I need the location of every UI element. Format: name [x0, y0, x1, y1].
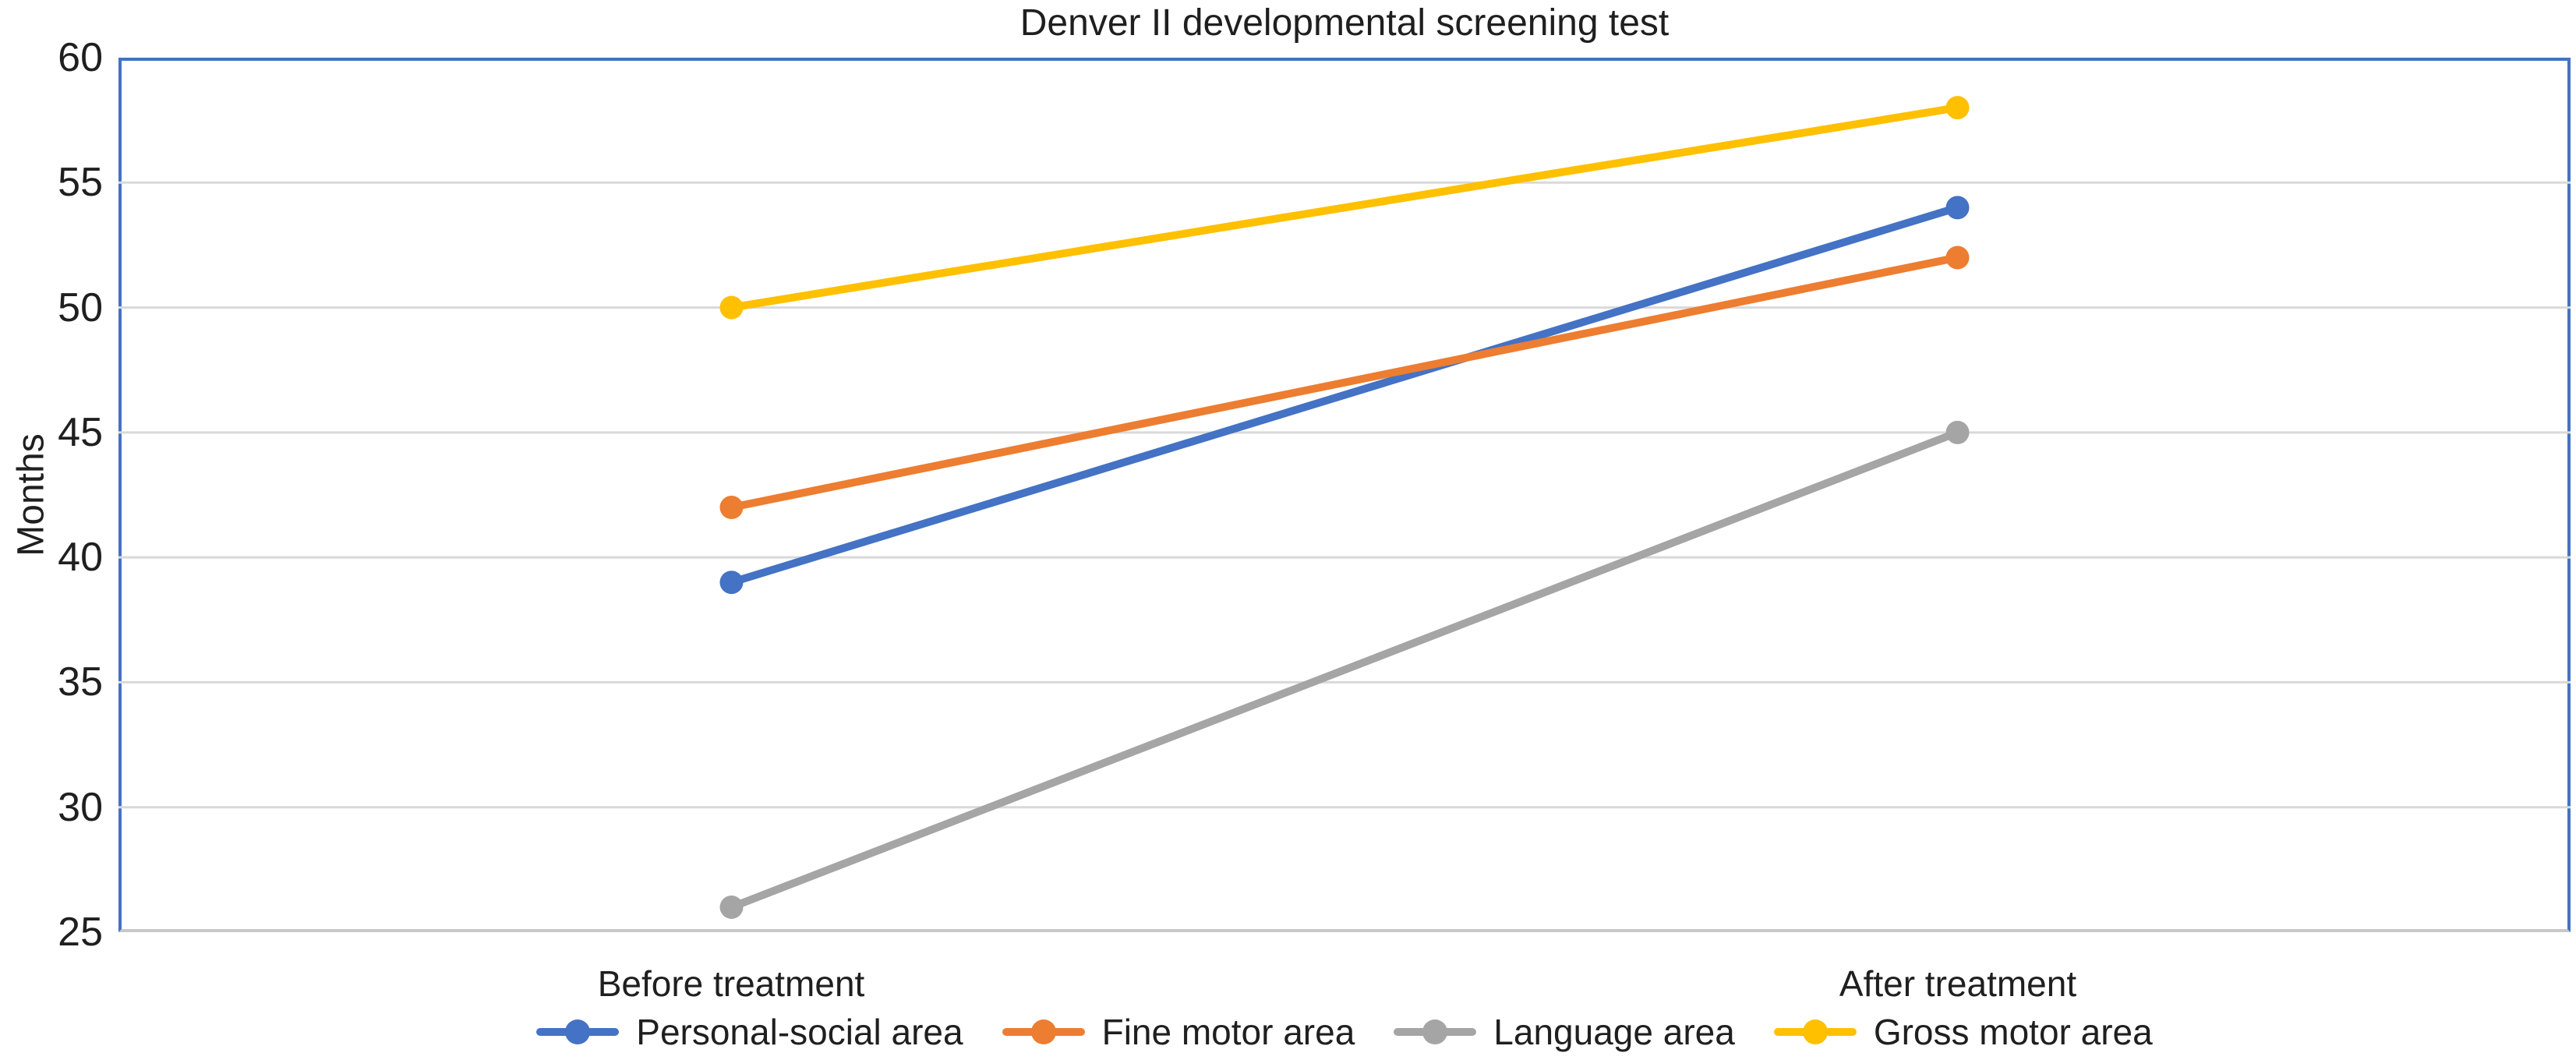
data-point-fine-motor-area-1	[1945, 246, 1970, 270]
data-point-language-area-0	[719, 895, 744, 919]
legend-marker-icon-fine-motor-area	[1002, 1019, 1085, 1044]
data-point-personal-social-area-1	[1945, 196, 1970, 220]
legend-marker-dot	[565, 1019, 591, 1044]
series-line-gross-motor-area	[727, 104, 1962, 312]
data-point-personal-social-area-0	[719, 571, 744, 595]
plot-area	[118, 58, 2571, 932]
legend-marker-icon-gross-motor-area	[1773, 1019, 1857, 1044]
legend-marker-icon-personal-social-area	[536, 1019, 620, 1044]
legend-marker-dot	[1030, 1019, 1056, 1044]
series-line-fine-motor-area	[727, 253, 1962, 512]
legend-label-gross-motor-area: Gross motor area	[1873, 1012, 2153, 1052]
data-point-gross-motor-area-1	[1945, 96, 1970, 120]
data-point-gross-motor-area-0	[719, 295, 744, 320]
legend-label-personal-social-area: Personal-social area	[636, 1012, 963, 1052]
data-point-language-area-1	[1945, 420, 1970, 444]
legend-marker-dot	[1802, 1019, 1828, 1044]
legend-label-fine-motor-area: Fine motor area	[1101, 1012, 1355, 1052]
legend-item-personal-social-area: Personal-social area	[536, 1014, 963, 1050]
series-line-language-area	[727, 428, 1962, 911]
legend-item-language-area: Language area	[1394, 1014, 1735, 1050]
y-tick-label-40: 40	[58, 535, 103, 581]
x-tick-label-before-treatment: Before treatment	[597, 963, 865, 1004]
legend-label-language-area: Language area	[1493, 1012, 1735, 1052]
y-tick-label-30: 30	[58, 784, 103, 830]
legend-marker-dot	[1422, 1019, 1448, 1044]
y-tick-label-35: 35	[58, 659, 103, 705]
series-plot	[118, 96, 2571, 919]
data-point-fine-motor-area-0	[719, 496, 744, 520]
chart-title: Denver II developmental screening test	[1019, 2, 1670, 44]
y-tick-label-25: 25	[58, 910, 103, 955]
legend-item-fine-motor-area: Fine motor area	[1002, 1014, 1355, 1050]
y-tick-label-50: 50	[58, 284, 103, 330]
x-tick-label-after-treatment: After treatment	[1839, 963, 2077, 1004]
legend: Personal-social area Fine motor area Langu…	[118, 1007, 2571, 1057]
y-tick-label-60: 60	[58, 35, 103, 80]
series-line-personal-social-area	[727, 203, 1962, 587]
legend-marker-icon-language-area	[1394, 1019, 1477, 1044]
y-tick-label-55: 55	[58, 160, 103, 206]
y-tick-label-45: 45	[58, 409, 103, 455]
legend-item-gross-motor-area: Gross motor area	[1773, 1012, 2153, 1052]
